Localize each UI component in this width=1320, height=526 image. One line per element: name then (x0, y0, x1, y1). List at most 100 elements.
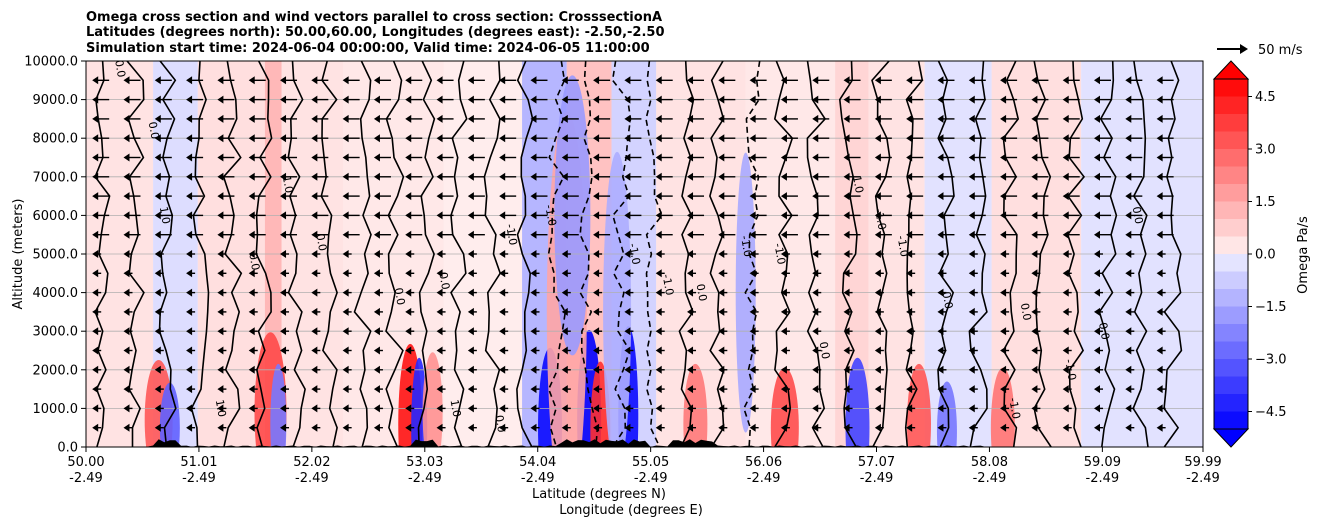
title-line-3: Simulation start time: 2024-06-04 00:00:… (86, 41, 650, 56)
wind-vector-head (749, 192, 756, 201)
wind-vector-head (1125, 346, 1132, 355)
wind-vector-head (561, 250, 568, 258)
wind-vector-head (1062, 288, 1069, 297)
wind-vector-head (342, 153, 349, 162)
wind-vector-head (248, 172, 255, 181)
wind-vector-head (1156, 288, 1163, 297)
wind-vector-head (749, 134, 756, 143)
contour-line (516, 61, 534, 447)
wind-vector-head (1000, 230, 1007, 239)
wind-vector-head (342, 307, 349, 316)
wind-vector-head (311, 423, 318, 432)
y-tick-label: 1000.0 (33, 402, 79, 417)
wind-vector-head (843, 192, 850, 201)
wind-vector-head (123, 114, 130, 123)
wind-vector-head (561, 134, 568, 143)
wind-vector-head (812, 250, 819, 258)
wind-vector-head (467, 385, 474, 394)
wind-vector-head (530, 385, 537, 394)
wind-vector-head (1062, 134, 1069, 143)
wind-vector-head (467, 114, 474, 123)
wind-vector-head (593, 404, 600, 413)
wind-vector-head (311, 250, 318, 258)
wind-vector-head (311, 269, 318, 278)
wind-vector-head (1125, 385, 1132, 394)
wind-vector-head (248, 423, 255, 432)
y-tick-label: 3000.0 (33, 325, 79, 340)
wind-vector-head (186, 114, 193, 123)
wind-vector-head (655, 114, 662, 123)
y-tick-label: 10000.0 (24, 55, 78, 70)
wind-vector-head (280, 346, 287, 355)
wind-vector-head (780, 230, 787, 239)
contour-label: 1.0 (157, 206, 173, 225)
wind-vector-head (593, 385, 600, 394)
wind-vector-head (937, 134, 944, 143)
wind-vector-head (655, 76, 662, 85)
wind-vector-head (561, 385, 568, 394)
wind-vector-head (874, 211, 881, 220)
wind-vector-head (655, 269, 662, 278)
wind-vector-head (906, 423, 913, 432)
wind-vector-head (968, 423, 975, 432)
wind-vector-head (186, 172, 193, 181)
colorbar-segment (1214, 341, 1248, 360)
wind-vector-head (1125, 269, 1132, 278)
colorbar-segment (1214, 359, 1248, 377)
wind-vector-head (530, 404, 537, 413)
wind-vector-head (655, 307, 662, 316)
y-axis: 0.0 1000.0 2000.0 3000.0 4000.0 5000.0 6000.0 7… (24, 55, 86, 456)
wind-vector-head (280, 307, 287, 316)
wind-vector-head (624, 346, 631, 355)
wind-vector-head (436, 307, 443, 316)
wind-vector-head (968, 114, 975, 123)
wind-vector-head (92, 76, 99, 85)
wind-vector-head (311, 288, 318, 297)
wind-vector-head (373, 153, 380, 162)
wind-vector-head (561, 346, 568, 355)
x-tick-label-lon: -2.49 (69, 471, 103, 486)
wind-vector-head (593, 114, 600, 123)
wind-vector-head (1000, 269, 1007, 278)
wind-vector-head (906, 365, 913, 374)
contour-label: 0.0 (1130, 206, 1146, 225)
wind-vector-head (311, 192, 318, 201)
wind-vector-head (687, 95, 694, 104)
y-axis-label: Altitude (meters) (11, 199, 26, 310)
wind-vector-head (186, 365, 193, 374)
wind-vector-head (154, 307, 161, 316)
wind-vector-head (780, 385, 787, 394)
contour-label: 0.0 (940, 290, 956, 309)
wind-vector-head (749, 230, 756, 239)
wind-vector-head (530, 211, 537, 220)
wind-vector-head (780, 95, 787, 104)
wind-vector-head (593, 365, 600, 374)
wind-vector-head (280, 76, 287, 85)
contour-label: -1.0 (1006, 397, 1023, 420)
wind-vector-head (92, 307, 99, 316)
wind-vector-head (687, 365, 694, 374)
x-tick-label-lon: -2.49 (860, 471, 894, 486)
wind-vector-head (405, 172, 412, 181)
wind-vector-head (436, 76, 443, 85)
wind-vector-head (1062, 230, 1069, 239)
wind-vector-head (405, 192, 412, 201)
colorbar-segment (1214, 201, 1248, 220)
wind-vector-head (248, 404, 255, 413)
wind-vector-head (467, 230, 474, 239)
wind-vector-head (593, 76, 600, 85)
wind-vector-head (655, 95, 662, 104)
wind-vector-head (780, 365, 787, 374)
x-axis: 50.00-2.4951.01-2.4952.02-2.4953.03-2.49… (67, 447, 1222, 486)
wind-vector-head (812, 269, 819, 278)
wind-vector-head (530, 288, 537, 297)
wind-vector-head (499, 230, 506, 239)
wind-vector-head (718, 95, 725, 104)
x-tick-label-lat: 58.08 (971, 455, 1008, 470)
wind-vector-head (937, 423, 944, 432)
contour-line (547, 61, 567, 447)
x-tick-label-lon: -2.49 (1186, 471, 1220, 486)
wind-vector-head (687, 404, 694, 413)
wind-vector-head (937, 288, 944, 297)
wind-vector-head (154, 211, 161, 220)
